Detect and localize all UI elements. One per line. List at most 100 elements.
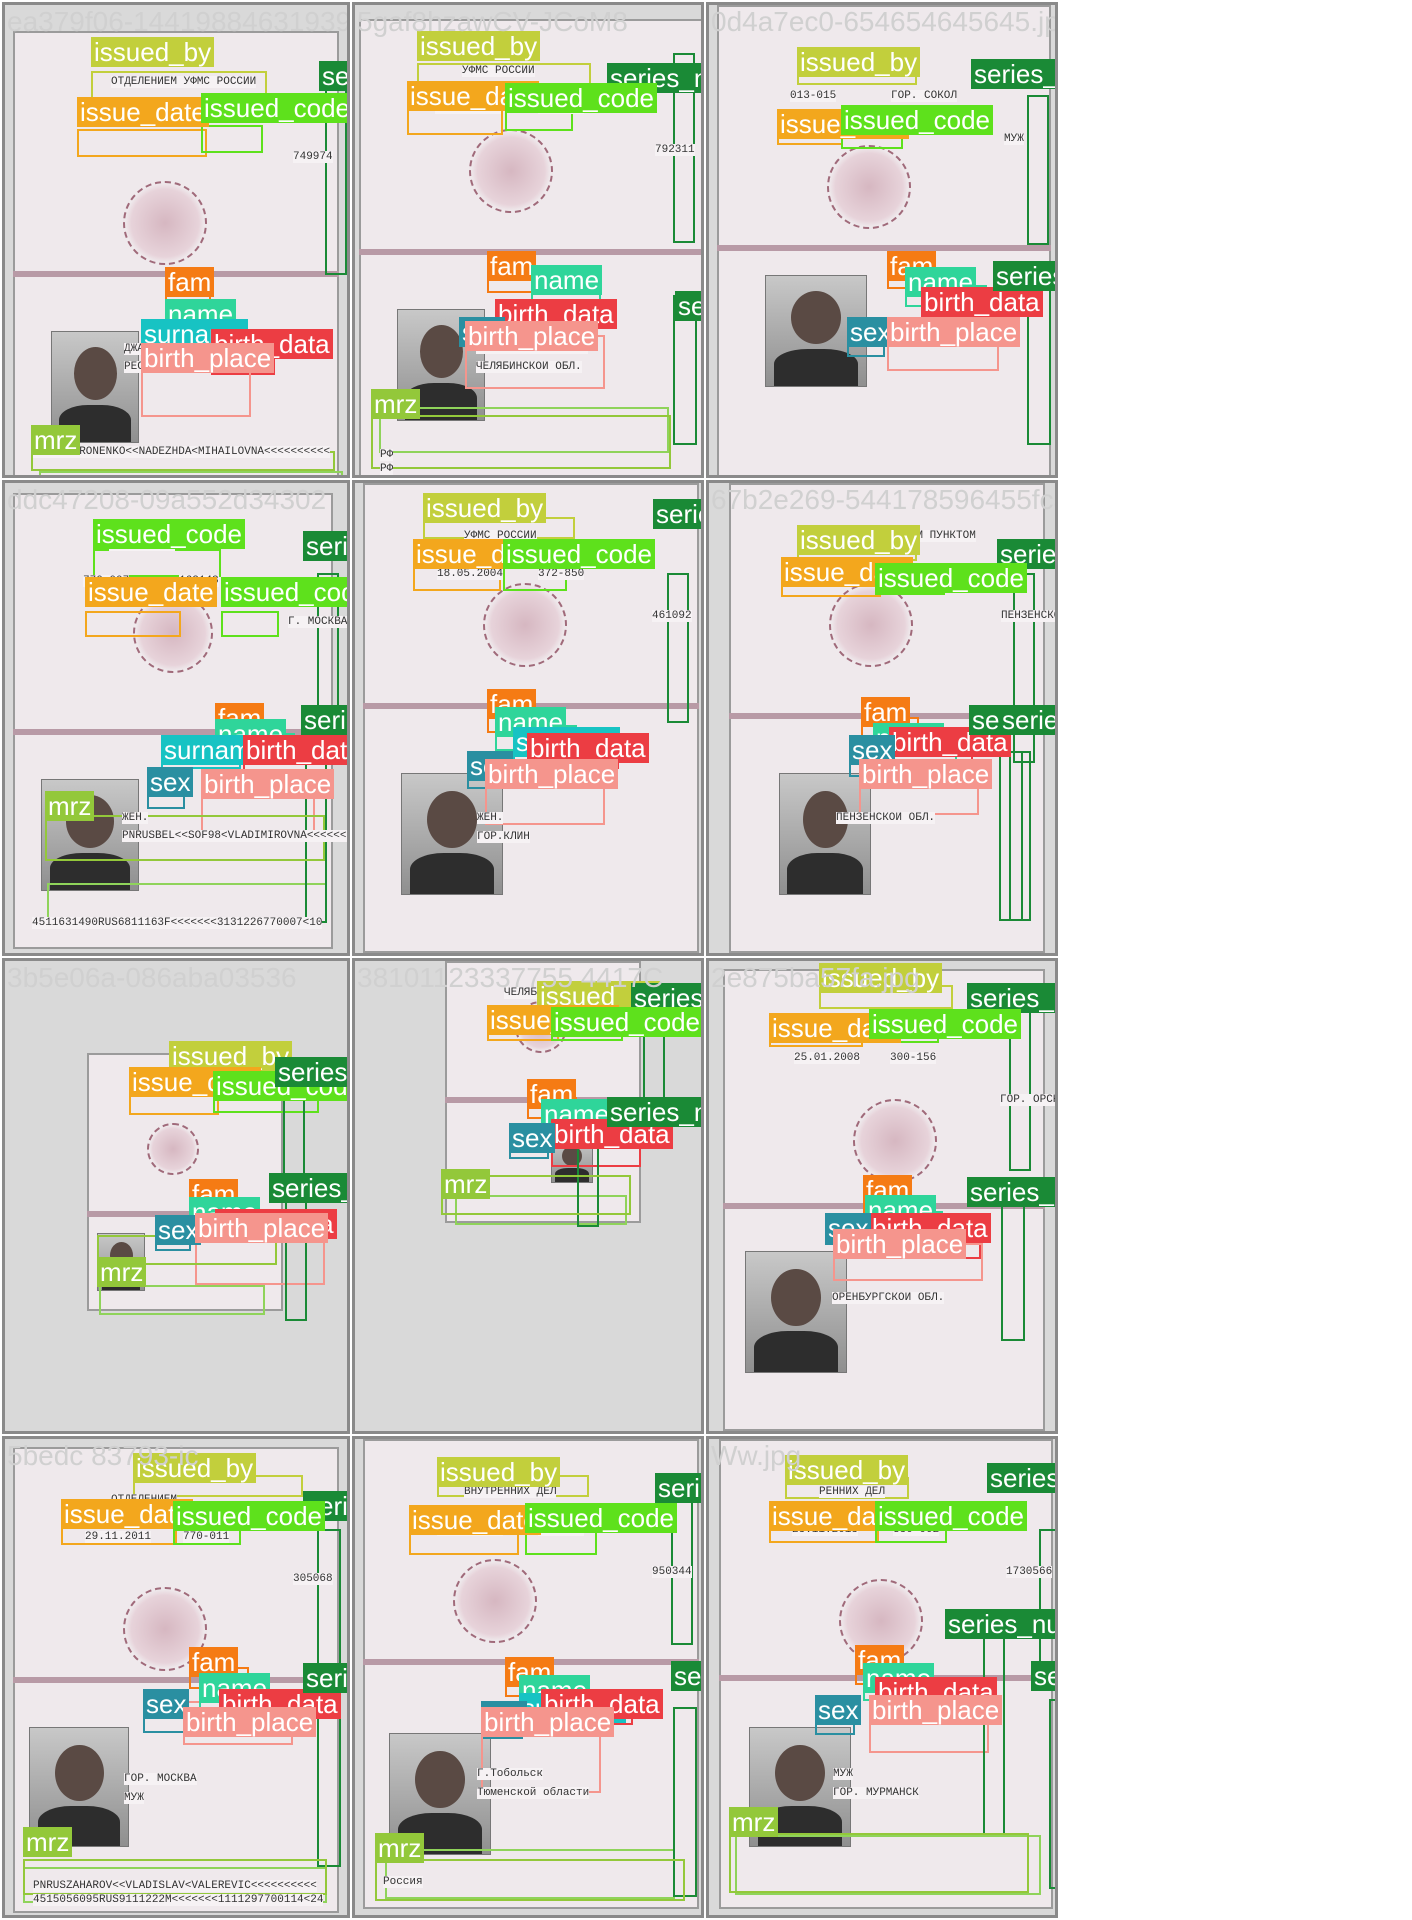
detection-label-issued-code: issued_code — [875, 1501, 1027, 1531]
detection-label-series-number: series_number — [675, 291, 701, 321]
detection-label-series-number: series_number — [269, 1173, 347, 1203]
detection-label-mrz: mrz — [31, 425, 81, 455]
detection-label-issued-code: issued_code — [875, 563, 1027, 593]
page-fold — [87, 1211, 283, 1217]
detection-label-series-number: series_number — [303, 531, 347, 561]
detection-label-birth-data: birth_data — [869, 1213, 991, 1243]
photo-shoulders — [787, 853, 863, 894]
detection-label-birth-place: birth_place — [195, 1213, 329, 1243]
detection-label-issued-code: issued_code — [869, 1009, 1021, 1039]
detection-box-series-number — [1049, 1699, 1055, 1889]
detection-label-series-number: series_number — [275, 1057, 347, 1087]
detection-label-mrz: mrz — [375, 1833, 425, 1863]
document-text: МУЖ — [833, 1768, 853, 1780]
detection-box-mrz — [375, 1859, 685, 1901]
detection-label-sex: sex — [143, 1689, 190, 1719]
detection-label-series-number: series_number — [971, 59, 1055, 89]
tile-filename: 5gaf8hzawCV-JCoM8 — [357, 6, 628, 37]
document-text: 305068 — [293, 1573, 333, 1585]
document-text: ГОР. МОСКВА — [124, 1773, 197, 1785]
tile-filename: 38101123337755 4417C — [357, 962, 664, 993]
photo-head — [775, 1744, 825, 1802]
document-text: ПЕНЗЕНСКОГО Р-НА — [1001, 610, 1055, 622]
document-text: 770-011 — [183, 1531, 230, 1543]
detection-label-fam: fam — [861, 697, 911, 727]
tile-filename: 3b5e06a-086aba03536 — [7, 962, 297, 993]
detection-box-series-number — [283, 1095, 305, 1185]
detection-label-mrz: mrz — [23, 1827, 73, 1857]
document-text: Г.Тобольск — [477, 1768, 544, 1780]
mrz-zone — [735, 1835, 1041, 1895]
detection-label-mrz: mrz — [371, 389, 421, 419]
detection-box-mrz — [371, 415, 671, 469]
passport-tile: 38101123337755 4417C ЧЕЛЯБИНСК issued_by se… — [352, 958, 704, 1434]
detection-label-issued-by: issued_by — [797, 525, 921, 555]
tile-filename: Ww.jpg — [711, 1440, 802, 1471]
detection-label-birth-place: birth_place — [887, 317, 1021, 347]
photo-head — [415, 1750, 465, 1809]
detection-box-issued-code — [221, 611, 279, 637]
document-text: 300-156 — [890, 1052, 937, 1064]
detection-label-series-number: series_number — [301, 705, 347, 735]
document-text: ЖЕН. — [122, 812, 149, 824]
detection-box-series-number — [317, 1707, 341, 1867]
tile-filename: 5bedc 83793-ic — [7, 1440, 199, 1471]
document-text: 950344 — [652, 1566, 692, 1578]
detection-box-issued-code — [93, 549, 221, 577]
tile-filename: ddc47208-09a552d34302 — [7, 484, 327, 515]
passport-tile: 3b5e06a-086aba03536АЗЕРБАЙДЖАНissued_byi… — [2, 958, 350, 1434]
detection-label-birth-place: birth_place — [859, 759, 993, 789]
document-text: ГОР. ОРСК — [1000, 1094, 1058, 1106]
annotation-mosaic: ea379f06-144198846319390474 ОТДЕЛЕНИЕМ УФ… — [2, 2, 1058, 1918]
photo-shoulders — [555, 1167, 589, 1182]
official-stamp — [853, 1099, 937, 1183]
photo-head — [791, 291, 841, 345]
photo-head — [419, 325, 463, 379]
page-fold — [13, 1677, 339, 1683]
document-text: 4515056095RUS9111222M<<<<<<<111129770011… — [33, 1894, 324, 1906]
document-text: ГОР. МУРМАНСК — [833, 1787, 919, 1799]
photo-shoulders — [410, 853, 494, 894]
detection-label-series-number: series_number — [671, 1661, 701, 1691]
detection-label-issued-code: issued_code — [93, 519, 245, 549]
official-stamp — [469, 129, 553, 213]
detection-label-issued-by: issued_by — [819, 963, 943, 993]
document-text: 25.01.2008 — [794, 1052, 861, 1064]
document-text: ВНУТРЕННИХ ДЕЛ — [464, 1486, 557, 1498]
passport-tile: 0d4a7ec0-654654645645.jpeg06.01.2015013-… — [706, 2, 1058, 478]
official-stamp — [147, 1123, 199, 1175]
passport-tile: 2e875ba57fa.jpgОТДЕЛОМ УФМС25.01.2008300… — [706, 958, 1058, 1434]
detection-label-birth-place: birth_place — [869, 1695, 1003, 1725]
mrz-zone — [99, 1285, 265, 1315]
detection-label-issued-by: issued_by — [417, 31, 541, 61]
tile-filename: 0d4a7ec0-654654645645.jpeg — [711, 6, 1058, 37]
photo-head — [771, 1268, 821, 1327]
document-text: ГОР. СОКОЛ — [891, 90, 958, 102]
detection-label-birth-place: birth_place — [141, 343, 275, 373]
detection-label-fam: fam — [165, 267, 215, 297]
detection-label-issued-by: issued_by — [797, 47, 921, 77]
detection-label-issued-by: issued_by — [437, 1457, 561, 1487]
detection-label-sex: sex — [815, 1695, 862, 1725]
detection-label-issued-by: issued_by — [133, 1453, 257, 1483]
document-text: РФ — [380, 449, 394, 461]
document-text: PNRUSBEL<<SOF98<VLADIMIROVNA<<<<<<<<<<<<… — [122, 830, 347, 842]
detection-label-sex: sex — [847, 317, 894, 347]
detection-label-sex: sex — [155, 1215, 202, 1245]
mrz-zone — [39, 471, 343, 475]
detection-label-sex: sex — [509, 1123, 556, 1153]
detection-box-series-number — [673, 1707, 697, 1897]
detection-label-series-number: series_number — [967, 983, 1055, 1013]
detection-box-series-number — [1027, 95, 1049, 245]
document-text: 4511631490RUS6811163F<<<<<<<313122677000… — [32, 917, 323, 929]
detection-label-fam: fam — [487, 251, 537, 281]
detection-label-issue-date: issue_date — [77, 97, 209, 127]
detection-label-birth-place: birth_place — [183, 1707, 317, 1737]
detection-label-series-number: series_number — [655, 1473, 701, 1503]
document-text: 461092 — [652, 610, 692, 622]
detection-label-issued-code: issued_code — [525, 1503, 677, 1533]
detection-label-issue-date: issue_date — [85, 577, 217, 607]
passport-tile: ВНУТРЕННИХ ДЕЛ01.07.2003722.020950344Г.Т… — [352, 1436, 704, 1918]
